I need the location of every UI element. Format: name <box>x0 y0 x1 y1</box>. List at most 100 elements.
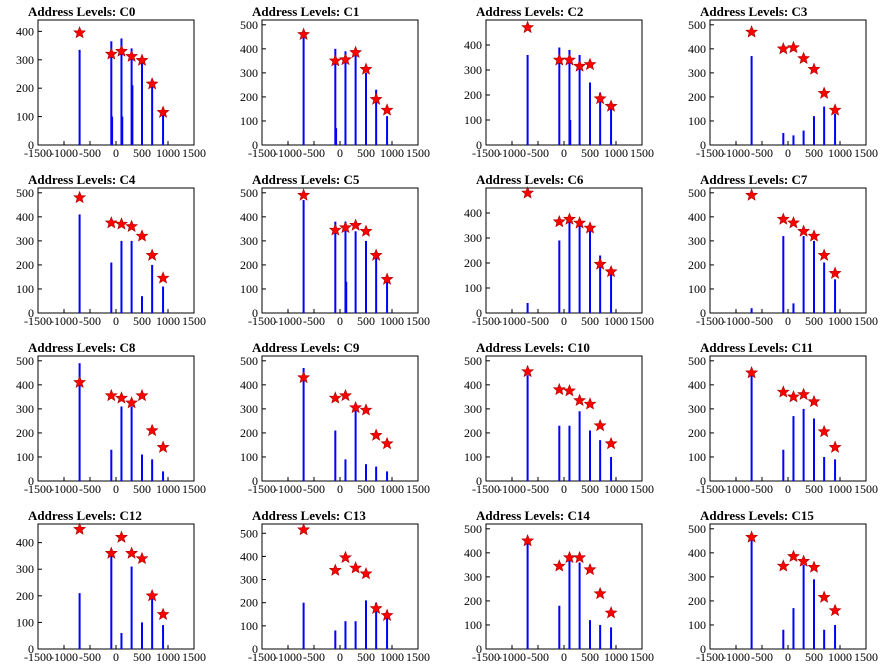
bar <box>792 135 795 145</box>
y-tick-label: 300 <box>240 234 258 248</box>
chart-panel-c0: Address Levels: C0 -1500 -1000 -500 0 500 1000… <box>0 0 224 168</box>
marker-star <box>145 423 159 437</box>
y-tick-label: 400 <box>16 24 34 38</box>
x-tick-label: 500 <box>805 146 823 160</box>
y-tick-label: 0 <box>476 474 482 488</box>
chart-panel-c3: Address Levels: C3 -1500 -1000 -500 0 500 1000… <box>672 0 896 168</box>
marker-star <box>817 86 831 99</box>
x-tick-label: 1500 <box>182 650 206 664</box>
marker-star <box>104 47 118 60</box>
marker-star <box>552 382 566 396</box>
marker-star <box>145 77 159 90</box>
bar <box>823 106 826 145</box>
bar <box>526 303 529 313</box>
x-tick-label: 1500 <box>406 482 430 496</box>
bar <box>110 41 113 145</box>
chart-panel-c2: Address Levels: C2 -1500 -1000 -500 0 500 1000… <box>448 0 672 168</box>
y-tick-label: 500 <box>464 354 482 368</box>
bar <box>162 625 165 649</box>
y-tick-label: 300 <box>688 66 706 80</box>
marker-star <box>349 400 363 414</box>
bar <box>813 579 815 649</box>
bar <box>375 466 378 481</box>
marker-star <box>797 224 811 237</box>
bar <box>834 459 837 481</box>
bar <box>578 223 581 313</box>
chart-title: Address Levels: C4 <box>28 172 136 187</box>
chart-panel-c7: Address Levels: C7 -1500 -1000 -500 0 500 1000… <box>672 168 896 336</box>
bar <box>386 116 389 145</box>
marker-star <box>604 606 618 619</box>
marker-star <box>787 390 800 403</box>
marker-star <box>115 217 128 230</box>
bar <box>354 404 357 481</box>
x-tick-label: -500 <box>527 146 549 160</box>
x-tick-label: 500 <box>357 650 375 664</box>
plot-frame <box>485 523 643 650</box>
marker-star <box>573 216 587 229</box>
x-tick-label: 500 <box>133 482 151 496</box>
bar <box>141 56 143 145</box>
marker-star <box>563 212 576 225</box>
bar <box>578 411 581 481</box>
marker-star <box>359 224 373 237</box>
y-tick-label: 0 <box>476 138 482 152</box>
marker-star <box>73 522 87 535</box>
marker-star <box>593 418 607 432</box>
bar <box>802 130 805 145</box>
x-tick-label: -1500 <box>696 650 724 664</box>
marker-star <box>521 364 535 378</box>
x-tick-label: -1000 <box>274 314 302 328</box>
y-tick-label: 300 <box>240 573 258 587</box>
bar <box>610 627 613 649</box>
x-tick-label: 1500 <box>854 314 878 328</box>
bar <box>782 629 785 649</box>
chart-panel-c8: Address Levels: C8 -1500 -1000 -500 0 500 1000… <box>0 336 224 504</box>
bar <box>589 228 591 313</box>
marker-star <box>115 530 128 543</box>
x-tick-label: 0 <box>337 146 343 160</box>
marker-star <box>125 396 139 409</box>
plot-frame <box>261 355 419 482</box>
chart-panel-c10: Address Levels: C10 -1500 -1000 -500 0 500 100… <box>448 336 672 504</box>
x-tick-label: -1000 <box>274 146 302 160</box>
y-tick-label: 100 <box>16 282 34 296</box>
x-tick-label: 1000 <box>604 482 628 496</box>
marker-star <box>745 25 759 38</box>
marker-star <box>593 586 607 600</box>
marker-star <box>104 546 118 559</box>
plot-frame <box>709 523 867 650</box>
chart-svg-c0: Address Levels: C0-1500-1000 -500 0 500 1000… <box>16 4 206 160</box>
bar <box>599 92 602 145</box>
bar <box>599 440 602 481</box>
marker-star <box>828 440 842 453</box>
bar <box>569 120 572 145</box>
chart-title: Address Levels: C10 <box>476 340 590 355</box>
y-tick-label: 500 <box>464 522 482 536</box>
x-tick-label: 500 <box>581 482 599 496</box>
chart-title: Address Levels: C15 <box>700 508 814 523</box>
y-tick-label: 300 <box>464 231 482 245</box>
marker-star <box>807 62 821 75</box>
x-tick-label: -500 <box>527 482 549 496</box>
marker-star <box>339 220 352 234</box>
bar <box>354 231 357 313</box>
x-tick-label: -1000 <box>498 146 526 160</box>
marker-star <box>297 522 311 536</box>
y-tick-label: 100 <box>688 618 706 632</box>
x-tick-label: -500 <box>751 314 773 328</box>
x-tick-label: 500 <box>581 146 599 160</box>
bar <box>162 110 165 145</box>
x-tick-label: -1000 <box>274 650 302 664</box>
x-tick-label: -1500 <box>248 482 276 496</box>
y-tick-label: 0 <box>476 642 482 656</box>
x-tick-label: -1500 <box>24 650 52 664</box>
bar <box>365 464 367 481</box>
bar <box>111 116 114 145</box>
marker-star <box>349 45 363 58</box>
x-tick-label: 1500 <box>630 314 654 328</box>
marker-star <box>521 533 535 547</box>
x-tick-label: -1000 <box>50 482 78 496</box>
marker-star <box>817 248 831 261</box>
x-tick-label: 1500 <box>406 146 430 160</box>
